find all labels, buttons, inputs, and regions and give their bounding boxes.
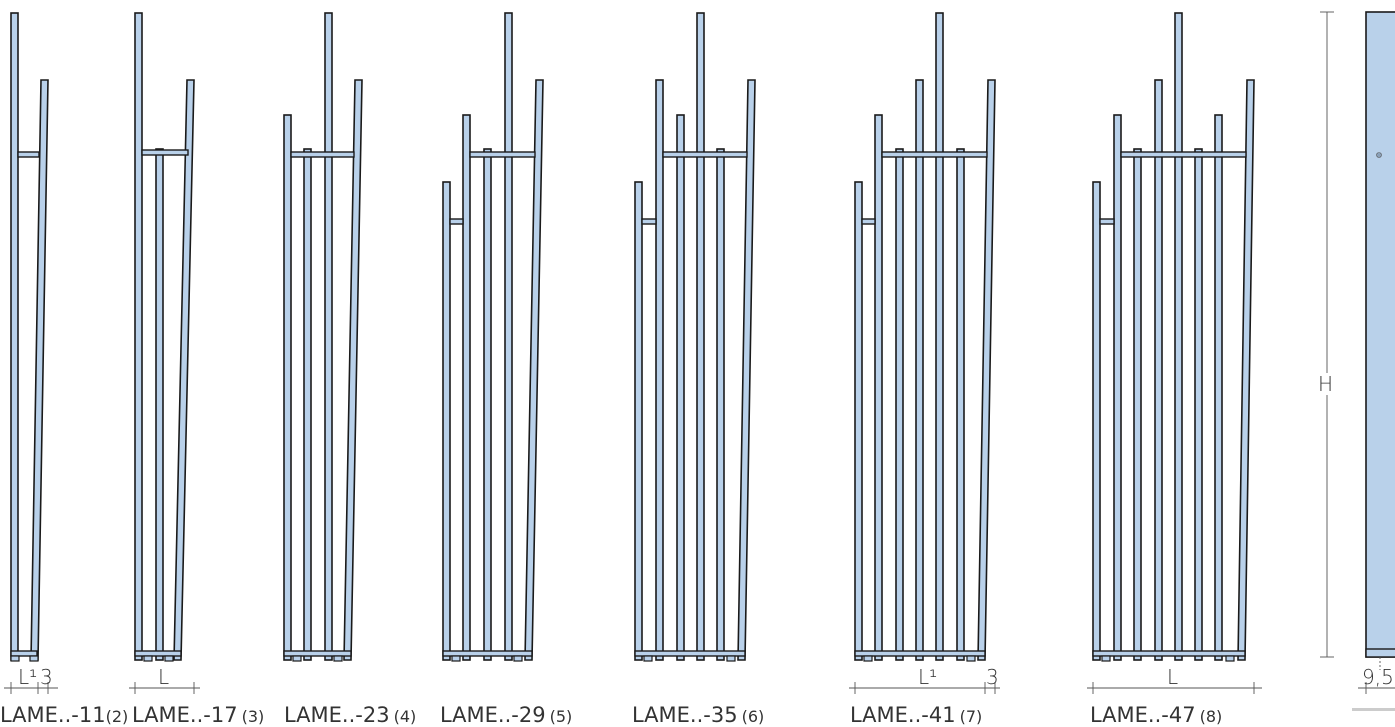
model-count: (5) — [550, 707, 573, 726]
model-count: (7) — [960, 707, 983, 726]
model-count: (3) — [242, 707, 265, 726]
radiator-lame-35 — [634, 12, 756, 662]
model-label-17: LAME..-17 (3) — [132, 703, 264, 727]
model-label-47: LAME..-47 (8) — [1090, 703, 1222, 727]
dim-l1-label-large: L¹ — [918, 665, 937, 689]
model-name: LAME..-47 — [1090, 703, 1196, 727]
model-count: (4) — [394, 707, 417, 726]
model-label-11: LAME..-11(2) — [0, 703, 128, 727]
model-label-35: LAME..-35 (6) — [632, 703, 764, 727]
model-count: (6) — [742, 707, 765, 726]
radiator-lame-17 — [134, 12, 195, 662]
model-name: LAME..-41 — [850, 703, 956, 727]
model-name: LAME..-17 — [132, 703, 238, 727]
model-label-41: LAME..-41 (7) — [850, 703, 982, 727]
radiator-lame-23 — [283, 12, 363, 662]
side-view — [1352, 11, 1395, 711]
radiator-lame-11 — [10, 12, 49, 662]
model-label-23: LAME..-23 (4) — [284, 703, 416, 727]
dim-l-label-large: L — [1167, 665, 1178, 689]
model-count: (8) — [1200, 707, 1223, 726]
model-name: LAME..-35 — [632, 703, 738, 727]
radiator-lame-41 — [854, 12, 996, 662]
dim-gap-label-large: 3 — [986, 665, 999, 689]
model-name: LAME..-23 — [284, 703, 390, 727]
dim-depth-label: 9,5 — [1362, 665, 1394, 689]
dim-l1-label-small: L¹ — [18, 665, 37, 689]
model-count: (2) — [106, 707, 129, 726]
dim-l-label-small: L — [158, 665, 169, 689]
dimension-lines — [4, 11, 1395, 694]
dim-gap-label-small: 3 — [40, 665, 53, 689]
model-name: LAME..-11 — [0, 703, 106, 727]
model-label-29: LAME..-29 (5) — [440, 703, 572, 727]
radiator-lame-29 — [442, 12, 544, 662]
radiator-lame-47 — [1092, 12, 1255, 662]
dim-h-label: H — [1318, 372, 1333, 396]
model-name: LAME..-29 — [440, 703, 546, 727]
